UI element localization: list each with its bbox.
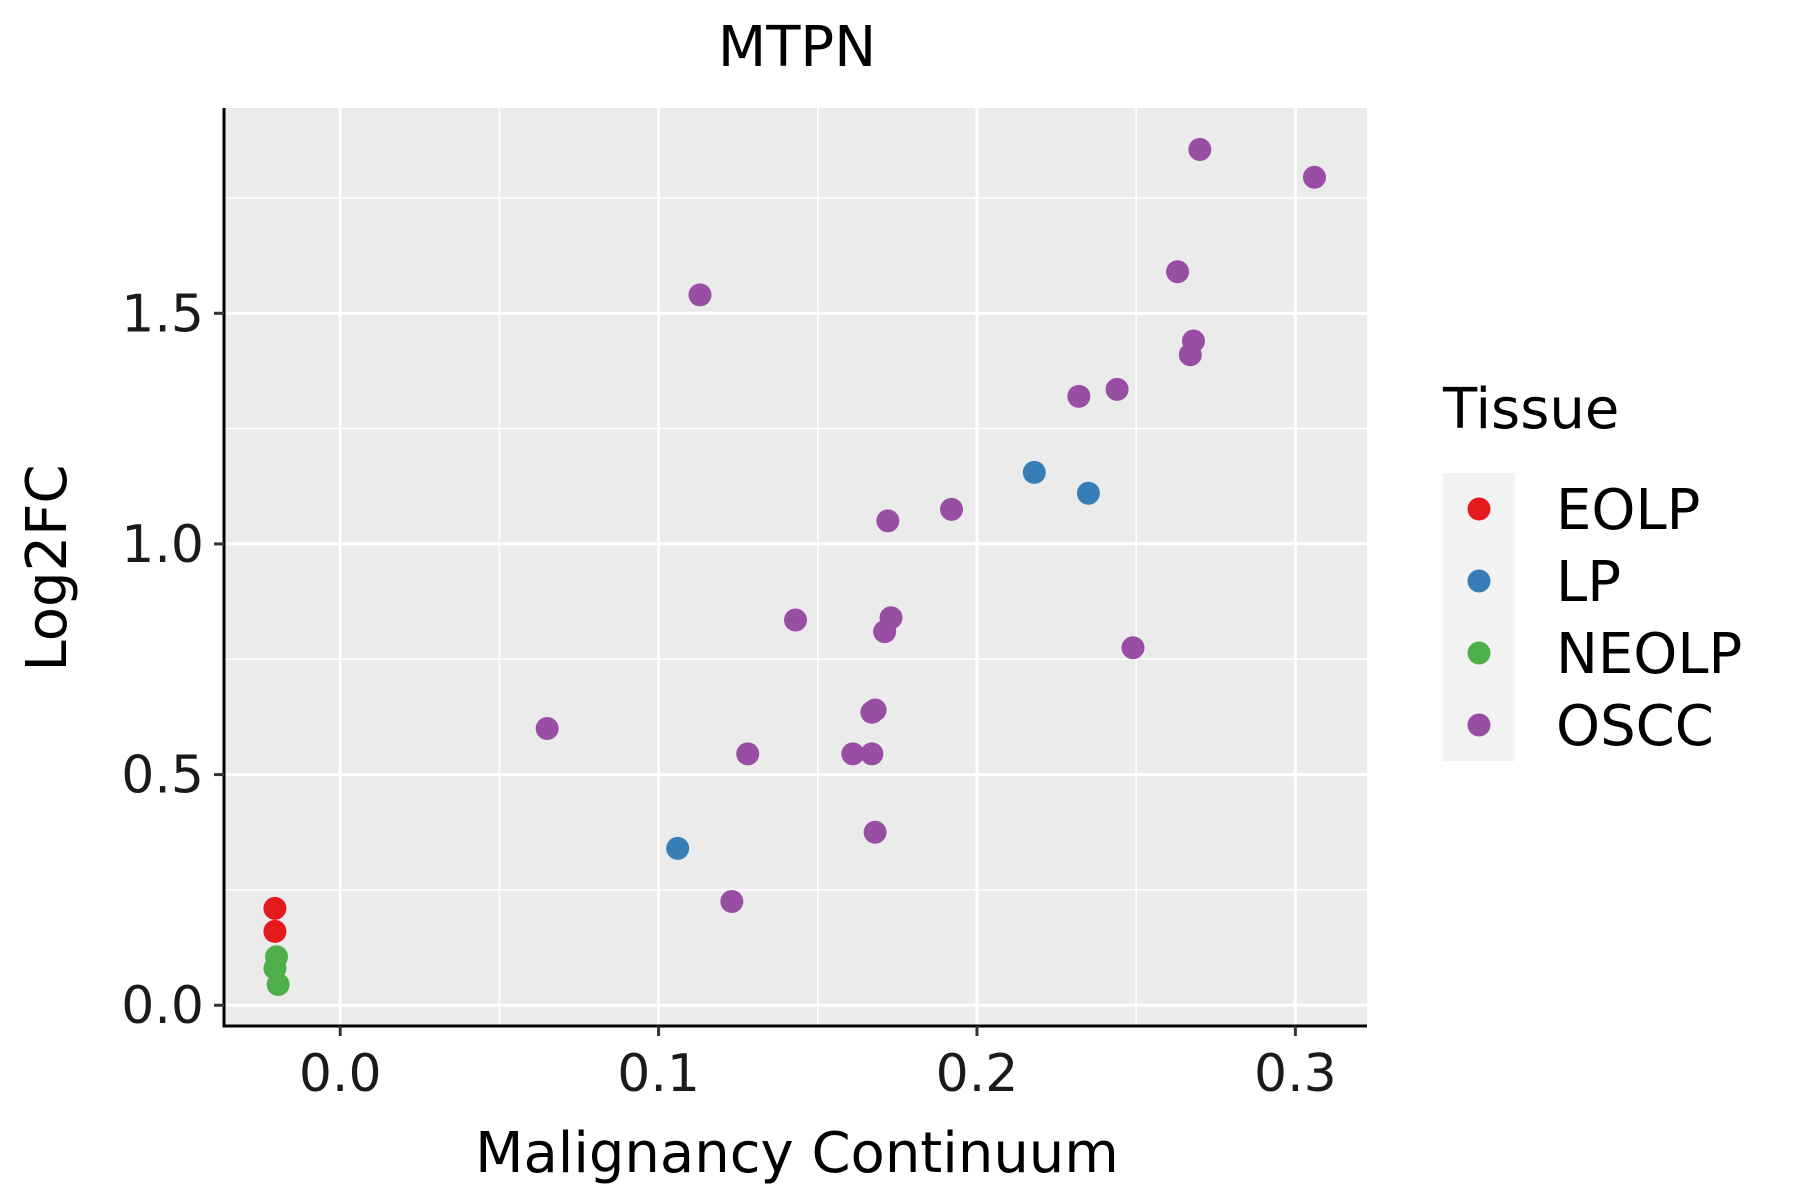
series-eolp — [263, 896, 287, 943]
legend-key-oscc — [1467, 713, 1491, 737]
y-axis-title: Log2FC — [15, 465, 80, 672]
legend-item-oscc: OSCC — [1467, 694, 1714, 759]
series-neolp — [263, 945, 290, 996]
data-point-oscc — [1067, 384, 1091, 408]
legend-item-lp: LP — [1467, 550, 1621, 615]
axes — [222, 108, 1367, 1028]
y-tick-label: 1.5 — [121, 284, 204, 344]
x-tick-label: 0.2 — [936, 1044, 1019, 1104]
chart-title: MTPN — [718, 15, 876, 80]
data-point-oscc — [863, 698, 887, 722]
data-point-oscc — [879, 606, 903, 630]
data-point-eolp — [263, 919, 287, 943]
legend-key-neolp — [1467, 641, 1491, 665]
data-point-oscc — [1181, 329, 1205, 353]
legend-label: EOLP — [1556, 478, 1700, 543]
legend-title: Tissue — [1442, 377, 1619, 442]
data-point-oscc — [876, 509, 900, 533]
x-tick-label: 0.0 — [299, 1044, 382, 1104]
data-points — [263, 138, 1326, 996]
x-tick-label: 0.1 — [617, 1044, 700, 1104]
grid-lines — [224, 108, 1367, 1026]
data-point-oscc — [1121, 636, 1145, 660]
legend-label: OSCC — [1556, 694, 1714, 759]
panel-background — [224, 108, 1367, 1026]
plot-panel — [224, 108, 1367, 1026]
legend-label: LP — [1556, 550, 1621, 615]
y-tick-label: 0.0 — [121, 976, 204, 1036]
x-tick-label: 0.3 — [1254, 1044, 1337, 1104]
data-point-oscc — [1105, 377, 1129, 401]
series-oscc — [535, 138, 1326, 913]
data-point-lp — [666, 836, 690, 860]
data-point-neolp — [266, 972, 290, 996]
data-point-oscc — [736, 742, 760, 766]
data-point-oscc — [720, 889, 744, 913]
data-point-oscc — [535, 716, 559, 740]
data-point-eolp — [263, 896, 287, 920]
legend-label: NEOLP — [1556, 622, 1742, 687]
data-point-oscc — [863, 820, 887, 844]
data-point-oscc — [860, 742, 884, 766]
legend-item-neolp: NEOLP — [1467, 622, 1742, 687]
data-point-oscc — [1166, 260, 1190, 284]
data-point-oscc — [688, 283, 712, 307]
legend-key-eolp — [1467, 497, 1491, 521]
tick-labels: 0.0 0.1 0.2 0.3 0.0 0.5 1.0 1.5 — [121, 284, 1336, 1104]
data-point-oscc — [784, 608, 807, 632]
data-point-lp — [1076, 481, 1100, 505]
series-lp — [666, 460, 1100, 860]
data-point-oscc — [841, 742, 865, 766]
y-tick-label: 0.5 — [121, 746, 204, 806]
data-point-oscc — [940, 497, 964, 521]
legend-key-background — [1443, 473, 1515, 761]
legend-key-lp — [1467, 569, 1491, 593]
data-point-oscc — [1188, 138, 1212, 162]
y-tick-label: 1.0 — [121, 515, 204, 575]
data-point-lp — [1022, 460, 1046, 484]
x-axis-title: Malignancy Continuum — [475, 1121, 1119, 1186]
data-point-oscc — [1302, 165, 1326, 189]
legend: Tissue EOLP LP NEOLP OSCC — [1442, 377, 1742, 761]
legend-item-eolp: EOLP — [1467, 478, 1700, 543]
